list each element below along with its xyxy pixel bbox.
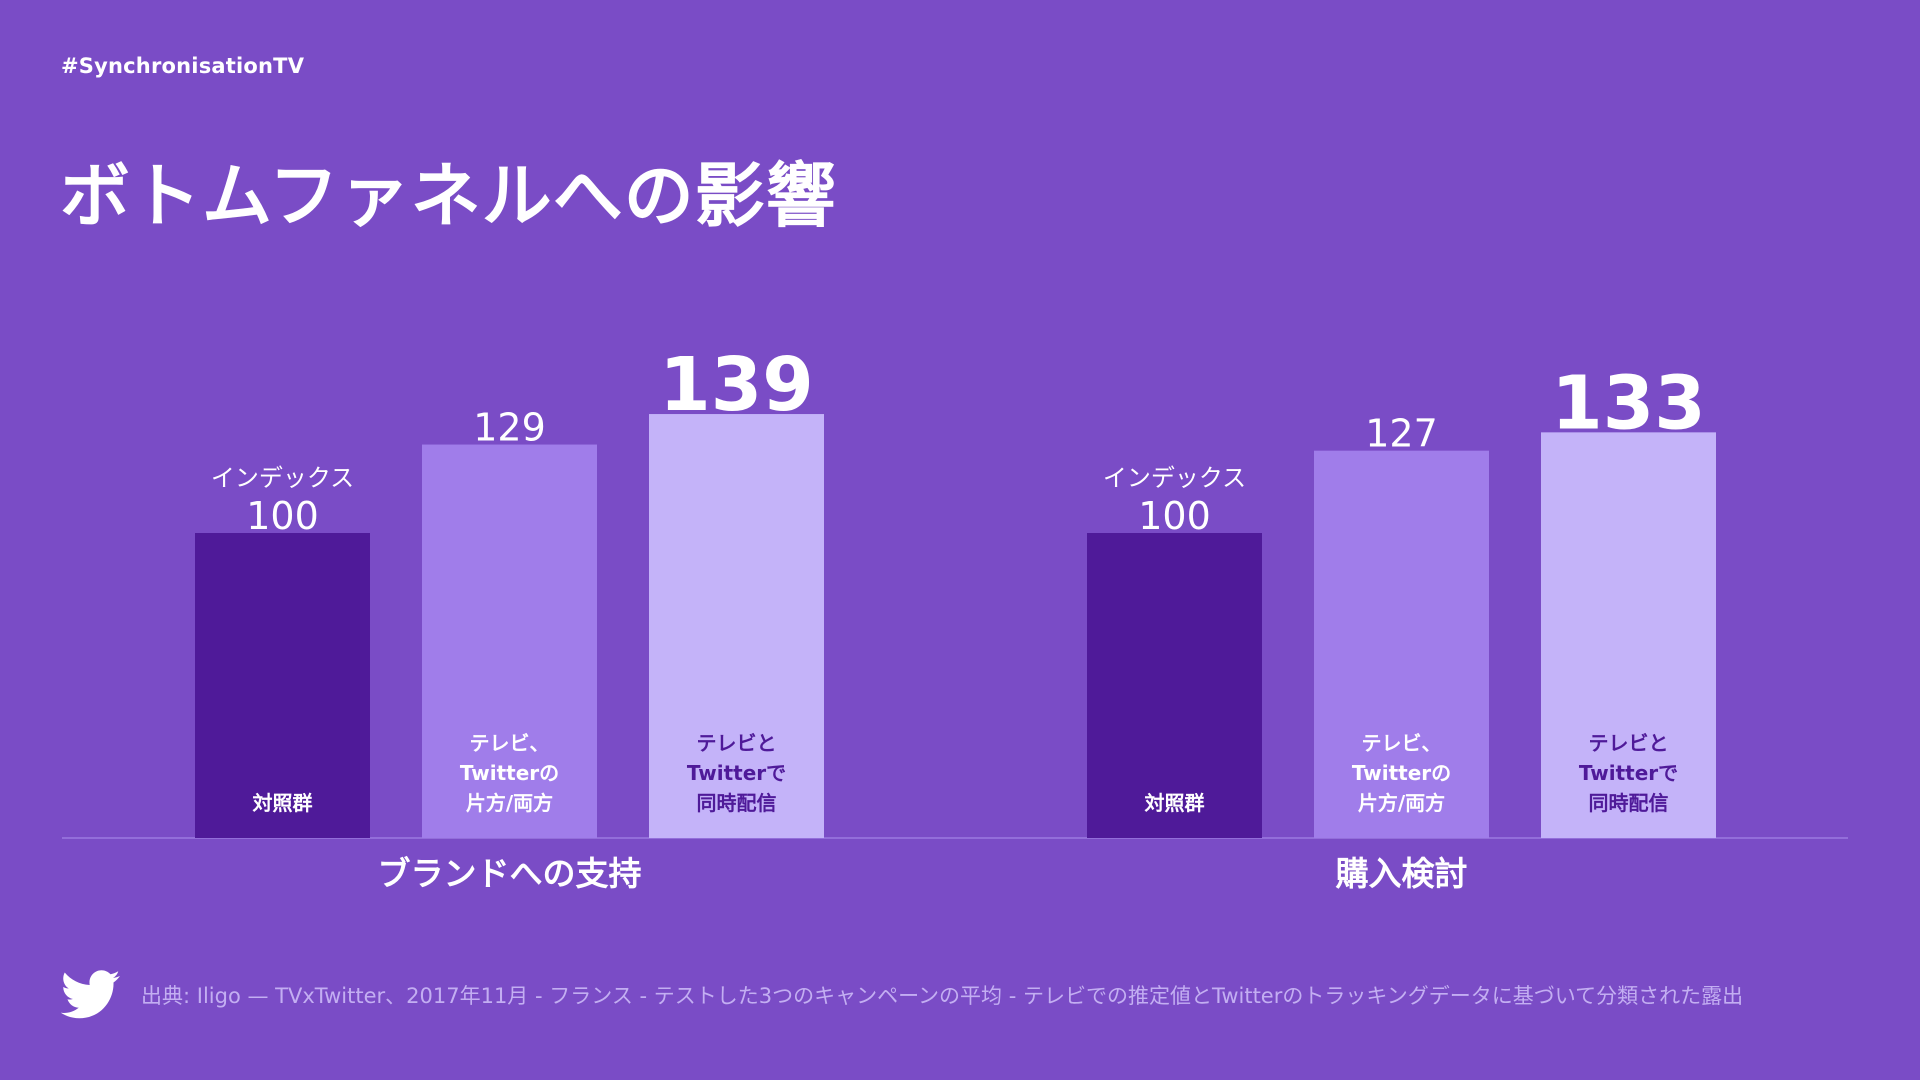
- source-footer: 出典: Iligo — TVxTwitter、2017年11月 - フランス -…: [61, 970, 1743, 1020]
- data-label: 100: [1138, 494, 1211, 538]
- bar-category-label: 同時配信: [697, 791, 777, 815]
- group-label: 購入検討: [1336, 854, 1468, 893]
- bar-category-label: 片方/両方: [466, 791, 553, 815]
- bar-category-label: 同時配信: [1589, 791, 1669, 815]
- bar: [422, 444, 597, 838]
- data-label: 129: [473, 406, 546, 450]
- bar: [1087, 533, 1262, 838]
- data-label: 139: [659, 342, 813, 428]
- bar-category-label: Twitterで: [687, 761, 786, 785]
- data-note-label: インデックス: [211, 464, 354, 492]
- bar-category-label: Twitterの: [1352, 761, 1451, 785]
- group-label: ブランドへの支持: [378, 854, 642, 893]
- bar: [1314, 450, 1489, 838]
- bar-category-label: テレビと: [1589, 731, 1669, 755]
- source-text: 出典: Iligo — TVxTwitter、2017年11月 - フランス -…: [141, 984, 1744, 1008]
- bar-category-label: 対照群: [252, 791, 313, 815]
- bar-category-label: Twitterの: [460, 761, 559, 785]
- bar-category-label: 対照群: [1144, 791, 1205, 815]
- bar-chart: 100インデックス対照群129テレビ、Twitterの片方/両方139テレビとT…: [62, 342, 1848, 893]
- bar: [195, 533, 370, 838]
- bar-category-label: Twitterで: [1579, 761, 1678, 785]
- data-note-label: インデックス: [1103, 464, 1246, 492]
- data-label: 127: [1365, 412, 1438, 456]
- hashtag: #SynchronisationTV: [61, 54, 305, 78]
- bar-category-label: テレビ、: [470, 731, 550, 755]
- twitter-bird-icon: [61, 970, 120, 1019]
- page-title: ボトムファネルへの影響: [60, 155, 837, 237]
- data-label: 133: [1551, 360, 1705, 446]
- bar-category-label: 片方/両方: [1358, 791, 1445, 815]
- data-label: 100: [246, 494, 319, 538]
- bar: [649, 414, 824, 838]
- bar: [1541, 432, 1716, 838]
- bar-category-label: テレビ、: [1362, 731, 1442, 755]
- bar-category-label: テレビと: [697, 731, 777, 755]
